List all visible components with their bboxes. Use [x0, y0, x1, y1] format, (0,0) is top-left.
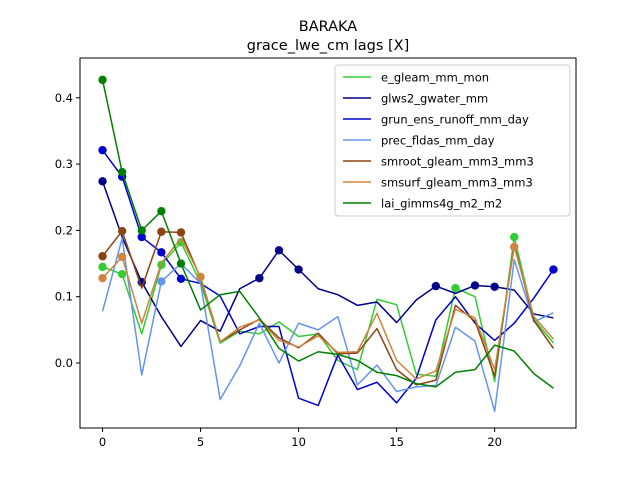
x-tick-label: 0	[99, 435, 106, 449]
x-tick-label: 5	[197, 435, 204, 449]
x-tick-label: 15	[389, 435, 404, 449]
y-axis: 0.0 0.1 0.2 0.3 0.4	[55, 91, 80, 370]
data-point-e-gleam-mm-mon	[451, 283, 460, 293]
data-point-glws2-gwater-mm	[274, 246, 284, 255]
data-point-smroot-gleam-mm3-mm3	[157, 227, 166, 236]
x-tick-label: 20	[487, 435, 502, 449]
data-point-glws2-gwater-mm	[98, 177, 107, 186]
data-point-grun-ens-runoff-mm-day	[98, 145, 107, 155]
data-point-lai-gimms4g-m2-m2	[98, 75, 107, 85]
legend-label: lai_gimms4g_m2_m2	[381, 197, 502, 211]
chart-subtitle: grace_lwe_cm lags [X]	[247, 38, 410, 54]
y-tick-label: 0.3	[55, 157, 73, 171]
data-point-grun-ens-runoff-mm-day	[176, 274, 186, 284]
data-point-smroot-gleam-mm3-mm3	[176, 228, 186, 237]
data-point-prec-fldas-mm-day	[157, 277, 166, 286]
legend: e_gleam_mm_mon glws2_gwater_mm grun_ens_ru…	[334, 64, 571, 217]
legend-label: smroot_gleam_mm3_mm3	[381, 155, 534, 169]
data-point-lai-gimms4g-m2-m2	[157, 206, 166, 216]
y-tick-label: 0.0	[55, 356, 73, 370]
legend-label: smsurf_gleam_mm3_mm3	[381, 176, 533, 190]
data-point-e-gleam-mm-mon	[510, 232, 519, 242]
data-point-smsurf-gleam-mm3-mm3	[117, 252, 127, 262]
y-tick-label: 0.2	[55, 223, 73, 237]
legend-label: grun_ens_runoff_mm_day	[381, 113, 529, 127]
data-point-glws2-gwater-mm	[470, 281, 480, 290]
data-point-glws2-gwater-mm	[490, 282, 499, 291]
data-point-smroot-gleam-mm3-mm3	[98, 252, 107, 261]
y-tick-label: 0.4	[55, 91, 73, 105]
series-line-prec-fldas-mm-day	[101, 237, 554, 413]
legend-label: glws2_gwater_mm	[381, 92, 488, 106]
data-point-grun-ens-runoff-mm-day	[549, 265, 558, 274]
series-line-smsurf-gleam-mm3-mm3	[101, 237, 555, 380]
data-point-smsurf-gleam-mm3-mm3	[196, 272, 205, 282]
data-point-e-gleam-mm-mon	[98, 262, 107, 272]
legend-box	[334, 64, 571, 217]
series-group	[98, 75, 558, 413]
legend-label: prec_fldas_mm_day	[381, 134, 495, 148]
data-point-glws2-gwater-mm	[255, 273, 264, 283]
series-line-lai-gimms4g-m2-m2	[101, 79, 554, 389]
data-point-grun-ens-runoff-mm-day	[157, 248, 166, 257]
legend-label: e_gleam_mm_mon	[381, 71, 489, 85]
data-point-smroot-gleam-mm3-mm3	[117, 226, 127, 236]
series-line-e-gleam-mm-mon	[102, 236, 555, 383]
chart-title: BARAKA	[299, 19, 358, 35]
data-point-glws2-gwater-mm	[431, 281, 441, 291]
x-tick-label: 10	[291, 435, 306, 449]
x-axis: 0 5 10 15 20	[99, 428, 502, 449]
data-point-glws2-gwater-mm	[294, 265, 303, 274]
data-point-lai-gimms4g-m2-m2	[137, 226, 146, 235]
data-point-smsurf-gleam-mm3-mm3	[510, 242, 519, 252]
data-point-grun-ens-runoff-mm-day	[137, 232, 146, 242]
data-point-lai-gimms4g-m2-m2	[176, 259, 186, 268]
data-point-lai-gimms4g-m2-m2	[117, 167, 127, 177]
data-point-smsurf-gleam-mm3-mm3	[98, 273, 107, 283]
plot-frame	[79, 57, 577, 429]
y-tick-label: 0.1	[55, 290, 73, 304]
data-point-e-gleam-mm-mon	[117, 269, 127, 279]
